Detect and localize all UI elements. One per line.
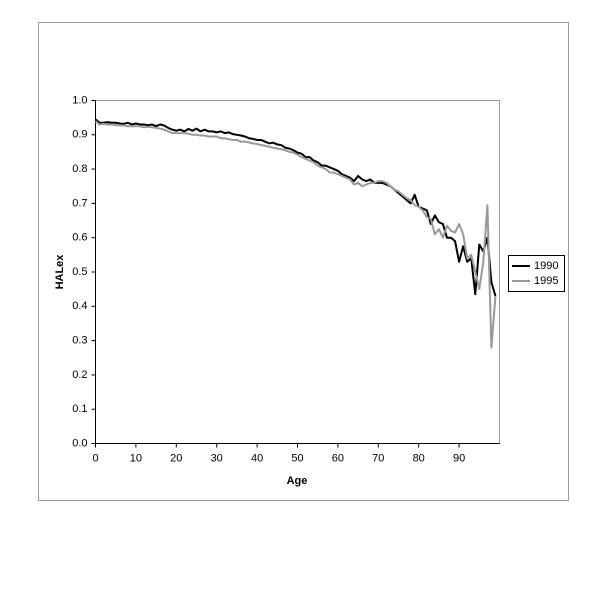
y-tick-label: 0.3 bbox=[72, 335, 87, 347]
legend-label: 1995 bbox=[534, 275, 558, 287]
x-tick-label: 90 bbox=[453, 452, 465, 464]
x-tick-label: 0 bbox=[92, 452, 98, 464]
x-tick-label: 40 bbox=[251, 452, 263, 464]
y-tick-label: 0.8 bbox=[72, 163, 87, 175]
x-tick-label: 70 bbox=[372, 452, 384, 464]
y-tick-label: 0.9 bbox=[72, 129, 87, 141]
x-tick-label: 10 bbox=[130, 452, 142, 464]
y-tick-label: 0.6 bbox=[72, 232, 87, 244]
data-line bbox=[94, 120, 497, 349]
legend-box bbox=[508, 255, 565, 292]
y-tick-label: 0.4 bbox=[72, 300, 87, 312]
x-tick-label: 60 bbox=[332, 452, 344, 464]
y-tick-label: 0.1 bbox=[72, 403, 87, 415]
plot-area bbox=[95, 100, 500, 444]
y-tick-label: 0.2 bbox=[72, 369, 87, 381]
x-tick-label: 50 bbox=[291, 452, 303, 464]
x-tick-label: 20 bbox=[170, 452, 182, 464]
legend-label: 1990 bbox=[534, 260, 558, 272]
y-tick-label: 0.7 bbox=[72, 197, 87, 209]
x-tick-label: 80 bbox=[413, 452, 425, 464]
x-tick-label: 30 bbox=[211, 452, 223, 464]
x-axis-title: Age bbox=[287, 475, 308, 487]
y-tick-label: 1.0 bbox=[72, 94, 87, 106]
y-tick-label: 0.0 bbox=[72, 437, 87, 449]
y-tick-label: 0.5 bbox=[72, 266, 87, 278]
y-axis-title: HALex bbox=[54, 254, 66, 290]
